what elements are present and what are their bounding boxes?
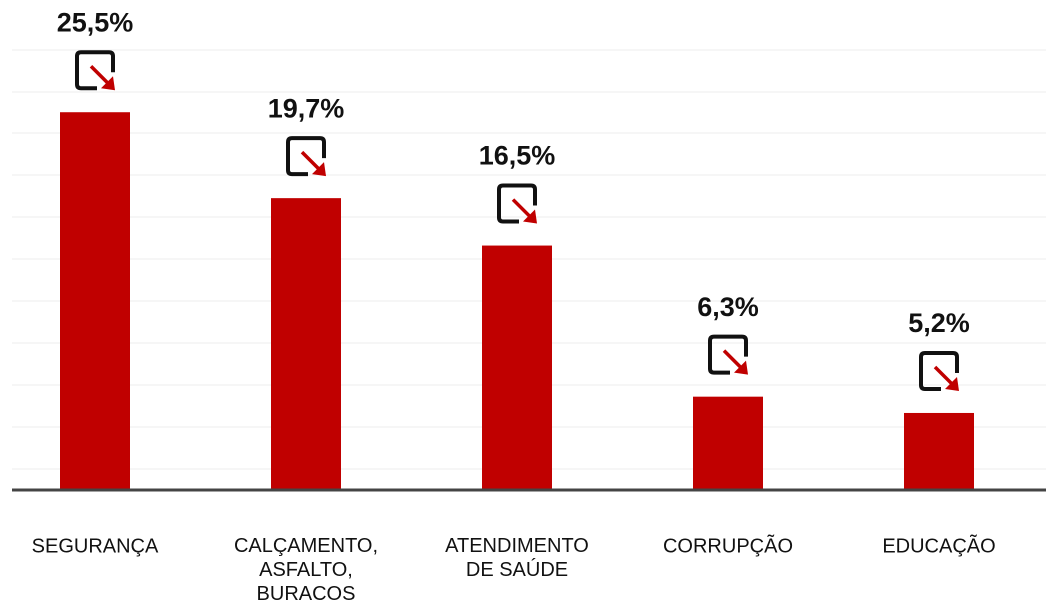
value-label: 16,5% <box>479 141 556 171</box>
x-tick-label: CALÇAMENTO, ASFALTO, BURACOS <box>234 535 378 605</box>
bar <box>60 112 130 490</box>
trend-icon <box>286 136 326 177</box>
icon-arrow <box>511 198 533 219</box>
trend-icon <box>919 350 959 391</box>
x-tick-label: SEGURANÇA <box>32 535 159 557</box>
value-label: 5,2% <box>908 308 970 338</box>
bar <box>271 198 341 491</box>
icon-arrowhead <box>312 162 326 177</box>
value-label: 19,7% <box>268 93 345 123</box>
value-label: 25,5% <box>57 7 134 37</box>
bar <box>482 245 552 490</box>
icon-box <box>497 183 537 224</box>
icon-box <box>708 334 748 375</box>
trend-icon <box>497 183 537 224</box>
icon-box <box>75 50 115 91</box>
icon-arrowhead <box>734 360 748 375</box>
icon-arrowhead <box>523 209 537 224</box>
x-tick-label: ATENDIMENTO DE SAÚDE <box>445 535 589 581</box>
icon-arrow <box>300 150 322 172</box>
icon-box <box>286 136 326 177</box>
bar <box>904 412 974 490</box>
icon-arrow <box>933 365 955 387</box>
icon-arrowhead <box>101 76 115 91</box>
icon-arrowhead <box>945 376 959 391</box>
icon-arrow <box>89 64 111 86</box>
trend-icon <box>708 334 748 375</box>
x-tick-label: CORRUPÇÃO <box>663 533 793 557</box>
bar <box>693 396 763 490</box>
value-label: 6,3% <box>697 292 759 322</box>
trend-icon <box>75 50 115 91</box>
icon-arrow <box>722 349 744 370</box>
x-tick-label: EDUCAÇÃO <box>882 533 995 557</box>
icon-box <box>919 350 959 391</box>
